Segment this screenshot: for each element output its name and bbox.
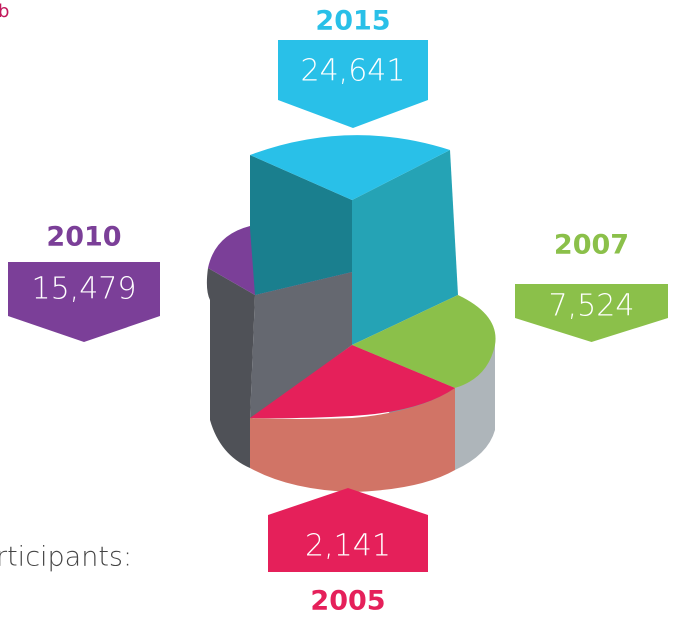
pie-side [250,388,455,492]
value-label: 7,524 [549,289,635,324]
year-label: 2010 [46,222,121,253]
year-label: 2005 [310,586,385,617]
pie-side [352,150,458,345]
year-label: 2015 [315,6,390,37]
value-label: 2,141 [305,529,391,564]
pie-side [455,340,495,470]
pie-top [250,135,450,200]
pie-side [250,272,352,420]
value-label: 15,479 [32,272,137,307]
pie-3d [206,135,496,492]
cut-text: rticipants: [0,542,132,573]
callout [268,488,428,572]
callout [8,262,160,342]
callout [278,40,428,128]
pie-side [206,268,255,468]
value-label: 24,641 [301,54,406,89]
year-label: 2007 [554,230,629,261]
callout [515,284,668,342]
pie-top [250,345,455,419]
callouts: 24,641 2015 7,524 2007 2,141 2005 15,479 2010 [8,6,668,617]
pie-side [250,155,352,295]
cut-text: b [0,1,9,22]
pie-top [352,295,496,388]
